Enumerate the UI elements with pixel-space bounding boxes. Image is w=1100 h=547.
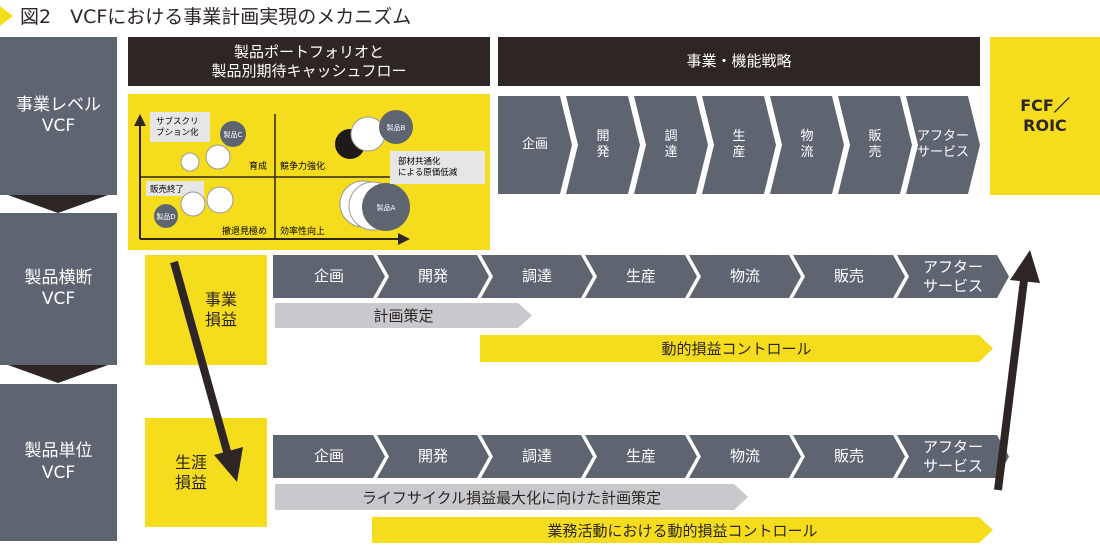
chain-step: 販売 (793, 255, 905, 298)
chain-step: 開 発 (566, 96, 640, 194)
up-arrow (994, 279, 1028, 491)
header-strategy: 事業・機能戦略 (498, 37, 980, 86)
operations-control-arrow: 業務活動における動的損益コントロール (372, 517, 993, 543)
matrix-svg: 育成 競争力強化 撤退見極め 効率性向上 サブスクリプション化 製品C 販売終了… (134, 110, 485, 245)
down-chevron-icon (8, 195, 108, 213)
plan-arrow: 計画策定 (275, 303, 532, 328)
svg-text:製品A: 製品A (377, 203, 396, 212)
portfolio-matrix: 育成 競争力強化 撤退見極め 効率性向上 サブスクリプション化 製品C 販売終了… (128, 94, 490, 250)
arrowhead-down-icon (214, 447, 243, 482)
chain-step: 調 達 (634, 96, 708, 194)
quadrant-label: 育成 (249, 160, 267, 172)
chain-step: 企画 (273, 255, 385, 298)
chain-step: 物流 (689, 255, 801, 298)
chain-step: アフター サービス (906, 96, 980, 194)
chain-step: 販売 (793, 435, 905, 478)
callout-c: サブスクリプション化 (156, 116, 199, 138)
chain-step: 生 産 (702, 96, 776, 194)
chain-step: 調達 (481, 255, 593, 298)
chain-step: 物流 (689, 435, 801, 478)
chain-step: 開発 (377, 255, 489, 298)
fcf-roic-box: FCF／ ROIC (990, 37, 1100, 195)
product-a (362, 183, 410, 231)
arrowhead-up-icon (1010, 250, 1040, 283)
product-c (220, 121, 246, 147)
lifetime-pl-box: 生涯 損益 (145, 418, 267, 527)
product-b (379, 110, 413, 144)
level-product: 製品単位 VCF (0, 384, 117, 541)
figure-title: 図2 VCFにおける事業計画実現のメカニズム (20, 6, 412, 28)
header-portfolio: 製品ポートフォリオと 製品別期待キャッシュフロー (128, 37, 490, 86)
chain-step: 開発 (377, 435, 489, 478)
chain-step: アフター サービス (897, 255, 1009, 298)
down-arrow (170, 260, 232, 457)
svg-text:製品D: 製品D (156, 212, 175, 221)
control-arrow: 動的損益コントロール (480, 335, 993, 362)
chain-step: 調達 (481, 435, 593, 478)
product-d (154, 204, 178, 228)
business-pl-box: 事業 損益 (145, 255, 267, 365)
title-marker-icon (0, 6, 13, 26)
chain-step: 物 流 (770, 96, 844, 194)
callout-b: 部材共通化による原価低減 (398, 156, 458, 178)
chain-step: 販 売 (838, 96, 912, 194)
level-cross-product: 製品横断 VCF (0, 213, 117, 365)
down-chevron-icon (8, 365, 108, 383)
quadrant-label: 競争力強化 (280, 160, 325, 172)
level-business: 事業レベル VCF (0, 37, 117, 195)
quadrant-label: 効率性向上 (280, 225, 325, 237)
lifecycle-plan-arrow: ライフサイクル損益最大化に向けた計画策定 (275, 484, 748, 510)
svg-text:製品C: 製品C (224, 130, 243, 139)
chain-step: 生産 (585, 435, 697, 478)
quadrant-label: 撤退見極め (222, 225, 267, 237)
chain-step: 企画 (498, 96, 572, 194)
chain-step: 企画 (273, 435, 385, 478)
callout-d: 販売終了 (150, 184, 184, 195)
chain-step: 生産 (585, 255, 697, 298)
chain-step: アフター サービス (897, 435, 1009, 478)
svg-text:製品B: 製品B (387, 123, 406, 132)
